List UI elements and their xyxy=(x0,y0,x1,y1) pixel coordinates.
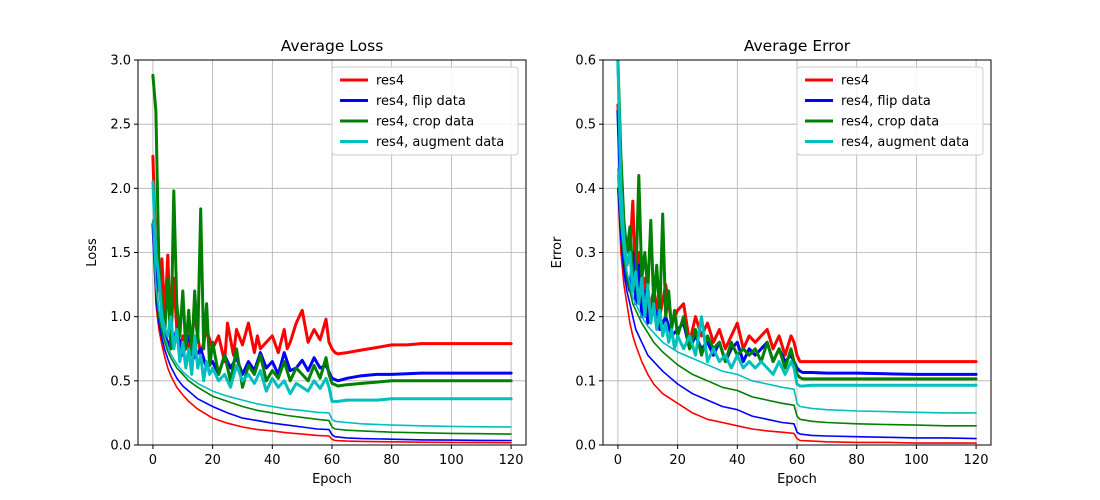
y-tick-label: 2.0 xyxy=(110,182,131,197)
x-axis-label: Epoch xyxy=(777,472,817,487)
y-tick-label: 0.4 xyxy=(575,182,596,197)
y-tick-label: 3.0 xyxy=(110,54,131,69)
y-tick-label: 0.5 xyxy=(110,374,131,389)
x-tick-label: 20 xyxy=(669,453,686,468)
y-tick-label: 0.0 xyxy=(110,439,131,454)
x-tick-label: 120 xyxy=(499,453,524,468)
chart-title: Average Error xyxy=(744,37,851,55)
chart-panel-2: 0 20 40 60 80 100 120 0.0 0.1 0.2 0.3 0.4 0.5 0.6 Aver… xyxy=(550,37,992,487)
y-tick-label: 1.5 xyxy=(110,246,131,261)
y-tick-label: 0.6 xyxy=(575,54,596,69)
y-tick-label: 0.2 xyxy=(575,310,596,325)
legend-label: res4 xyxy=(376,74,404,89)
series-line-train-6 xyxy=(152,219,512,442)
y-tick-label: 0.0 xyxy=(575,439,596,454)
legend-label: res4, crop data xyxy=(841,115,939,130)
x-tick-label: 0 xyxy=(614,453,622,468)
legend-box xyxy=(796,66,984,156)
x-tick-label: 80 xyxy=(848,453,865,468)
series-line-train-5 xyxy=(617,187,977,444)
x-tick-label: 60 xyxy=(324,453,341,468)
series-line-train-8 xyxy=(152,219,512,428)
y-tick-label: 0.5 xyxy=(575,118,596,133)
x-axis-label: Epoch xyxy=(312,472,352,487)
chart-title: Average Loss xyxy=(281,37,384,55)
y-tick-label: 0.1 xyxy=(575,374,596,389)
x-tick-label: 40 xyxy=(729,453,746,468)
legend-label: res4, flip data xyxy=(841,94,931,109)
x-tick-label: 100 xyxy=(904,453,929,468)
legend: res4 res4, flip data res4, crop data res4, … xyxy=(796,66,984,156)
y-tick-label: 0.3 xyxy=(575,246,596,261)
legend-box xyxy=(331,66,519,156)
x-tick-label: 0 xyxy=(149,453,157,468)
x-tick-label: 20 xyxy=(204,453,221,468)
series-line-val-3 xyxy=(616,60,978,381)
legend: res4 res4, flip data res4, crop data res4, … xyxy=(331,66,519,156)
x-tick-label: 40 xyxy=(264,453,281,468)
y-axis-label: Loss xyxy=(85,238,100,267)
legend-label: res4, augment data xyxy=(841,135,969,150)
series-line-train-7 xyxy=(617,174,977,427)
y-tick-label: 2.5 xyxy=(110,118,131,133)
x-tick-label: 100 xyxy=(439,453,464,468)
series-line-val-4 xyxy=(616,60,978,388)
series-line-train-7 xyxy=(152,219,512,435)
series-group xyxy=(151,73,513,444)
series-line-train-5 xyxy=(152,219,512,444)
series-line-val-3 xyxy=(151,73,513,389)
x-tick-label: 60 xyxy=(789,453,806,468)
y-tick-label: 1.0 xyxy=(110,310,131,325)
series-line-val-4 xyxy=(151,180,513,403)
series-line-train-8 xyxy=(617,168,977,414)
series-line-train-6 xyxy=(617,187,977,440)
chart-panel-1: 0 20 40 60 80 100 120 0.0 0.5 1.0 1.5 2.0 2.5 3.0 Aver… xyxy=(85,37,527,487)
legend-label: res4, flip data xyxy=(376,94,466,109)
x-tick-label: 120 xyxy=(964,453,989,468)
y-axis-label: Error xyxy=(550,236,565,268)
series-group xyxy=(616,60,978,444)
x-tick-label: 80 xyxy=(383,453,400,468)
legend-label: res4, crop data xyxy=(376,115,474,130)
legend-label: res4, augment data xyxy=(376,135,504,150)
legend-label: res4 xyxy=(841,74,869,89)
